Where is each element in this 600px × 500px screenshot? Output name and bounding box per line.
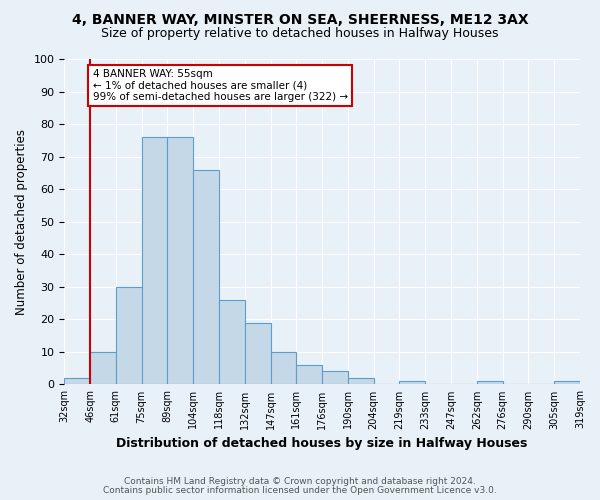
Text: Contains HM Land Registry data © Crown copyright and database right 2024.: Contains HM Land Registry data © Crown c… <box>124 477 476 486</box>
Bar <box>116 287 142 384</box>
Bar <box>64 378 90 384</box>
Text: 4, BANNER WAY, MINSTER ON SEA, SHEERNESS, ME12 3AX: 4, BANNER WAY, MINSTER ON SEA, SHEERNESS… <box>71 12 529 26</box>
Bar <box>167 137 193 384</box>
Bar <box>219 300 245 384</box>
X-axis label: Distribution of detached houses by size in Halfway Houses: Distribution of detached houses by size … <box>116 437 528 450</box>
Bar <box>296 365 322 384</box>
Y-axis label: Number of detached properties: Number of detached properties <box>15 128 28 314</box>
Bar <box>477 381 503 384</box>
Bar <box>271 352 296 384</box>
Bar <box>90 352 116 384</box>
Bar <box>193 170 219 384</box>
Bar <box>400 381 425 384</box>
Bar <box>322 372 348 384</box>
Bar <box>245 322 271 384</box>
Bar <box>142 137 167 384</box>
Text: Size of property relative to detached houses in Halfway Houses: Size of property relative to detached ho… <box>101 28 499 40</box>
Bar <box>348 378 374 384</box>
Text: Contains public sector information licensed under the Open Government Licence v3: Contains public sector information licen… <box>103 486 497 495</box>
Bar <box>554 381 580 384</box>
Text: 4 BANNER WAY: 55sqm
← 1% of detached houses are smaller (4)
99% of semi-detached: 4 BANNER WAY: 55sqm ← 1% of detached hou… <box>92 69 348 102</box>
